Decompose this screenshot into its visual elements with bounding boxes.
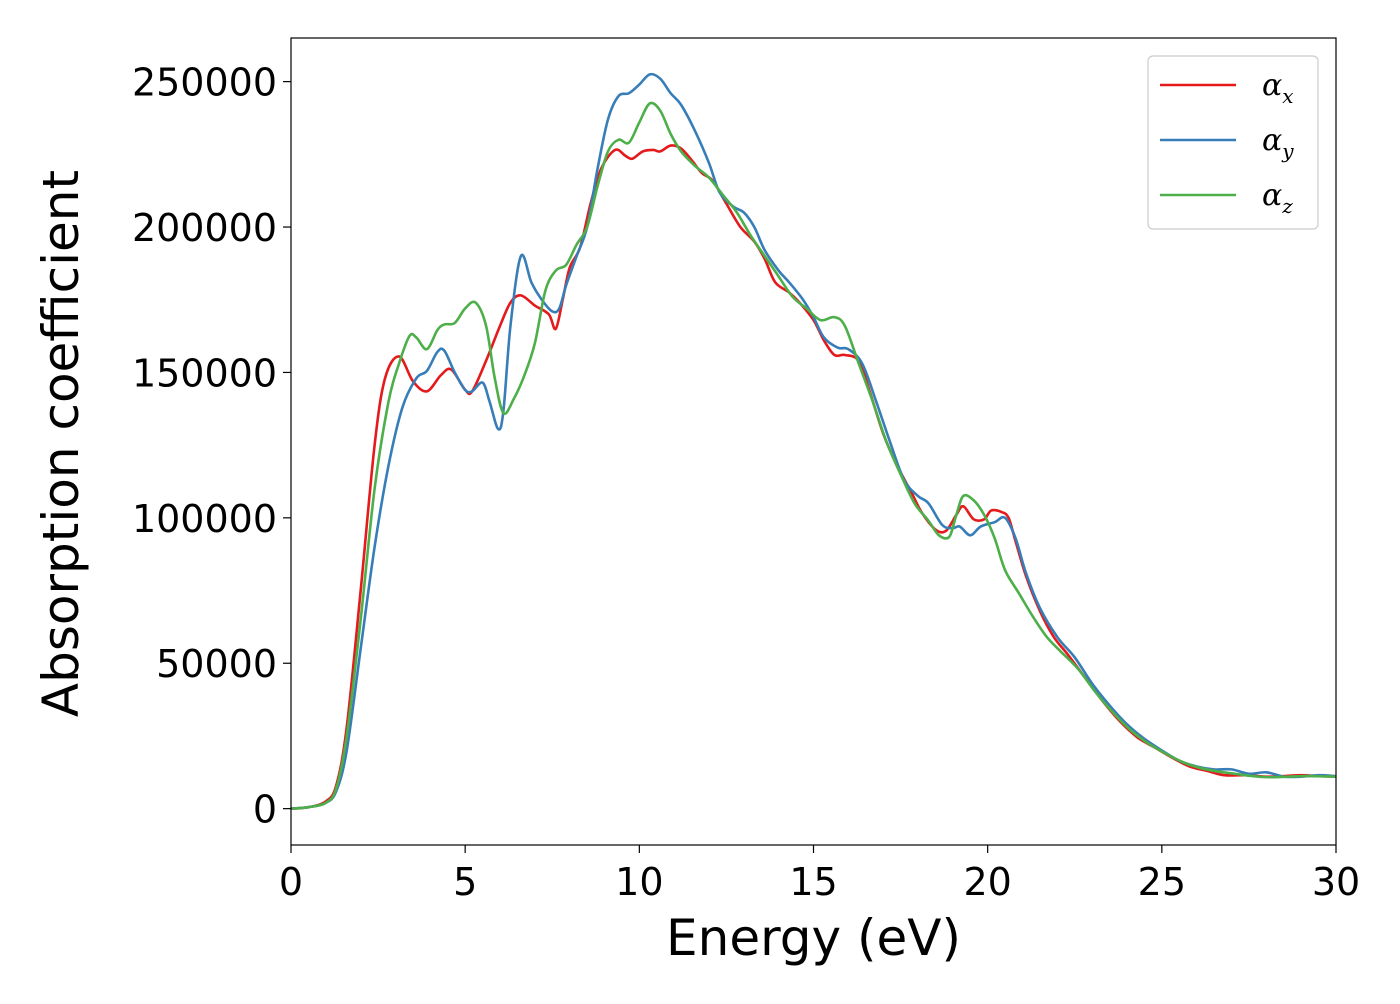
legend-symbol: α [1262, 123, 1282, 158]
series-line-y [291, 72, 1336, 810]
y-tick-label: 200000 [132, 206, 277, 250]
y-tick-label: 100000 [132, 497, 277, 541]
legend-symbol: α [1262, 178, 1282, 213]
y-tick-label: 0 [253, 788, 277, 832]
x-axis-title: Energy (eV) [666, 909, 961, 967]
legend-label-y: αy [1262, 123, 1294, 163]
legend-label-z: αz [1262, 178, 1293, 218]
x-tick-label: 15 [789, 860, 837, 904]
legend-label-x: αx [1262, 68, 1294, 108]
y-tick-label: 150000 [132, 351, 277, 395]
x-tick-label: 30 [1312, 860, 1360, 904]
y-axis-ticks: 0 50000 100000 150000 200000 250000 [132, 61, 291, 832]
x-tick-label: 0 [279, 860, 303, 904]
x-tick-label: 5 [453, 860, 477, 904]
y-axis-title: Absorption coefficient [32, 170, 90, 717]
legend-subscript: x [1282, 84, 1293, 108]
legend-subscript: z [1281, 194, 1293, 218]
y-tick-label: 250000 [132, 61, 277, 105]
legend-symbol: α [1262, 68, 1282, 103]
x-tick-label: 10 [615, 860, 663, 904]
series-line-z [291, 101, 1336, 810]
legend-subscript: y [1281, 139, 1294, 163]
legend-box [1147, 55, 1319, 230]
x-tick-label: 20 [963, 860, 1011, 904]
plot-frame [290, 37, 1337, 846]
x-axis-ticks: 0 5 10 15 20 25 30 [279, 845, 1360, 904]
y-tick-label: 50000 [156, 642, 277, 686]
x-tick-label: 25 [1138, 860, 1186, 904]
series-lines [291, 72, 1336, 810]
